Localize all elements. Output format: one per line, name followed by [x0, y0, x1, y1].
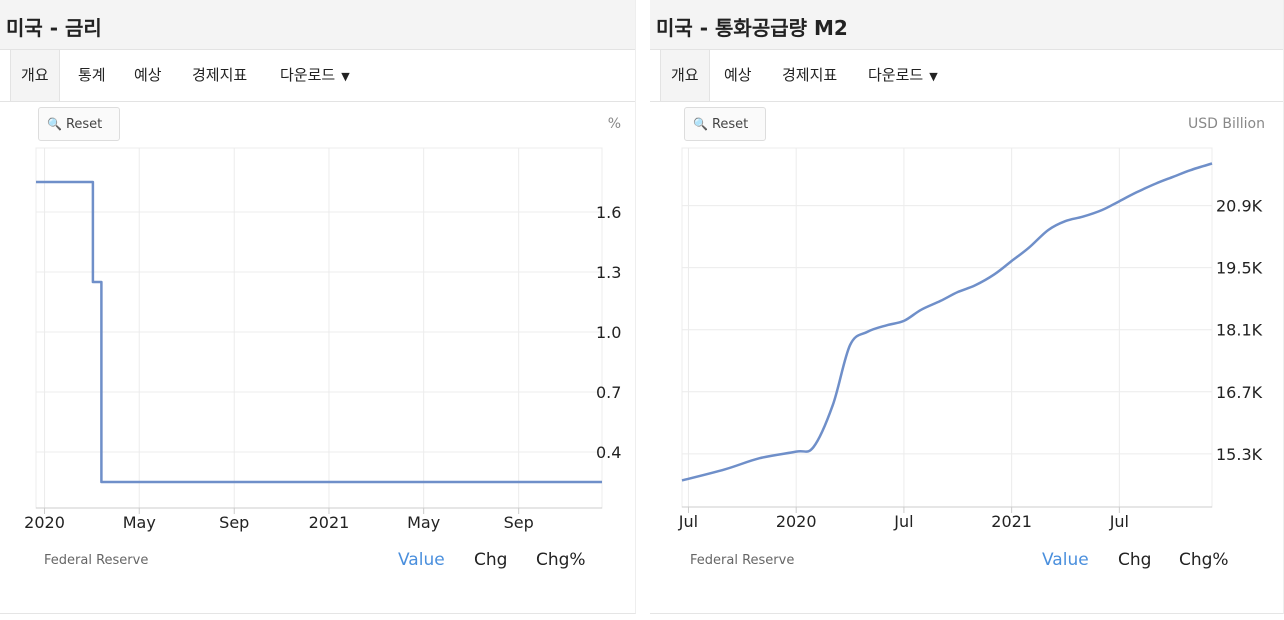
x-tick-label: Jul [1109, 512, 1129, 531]
x-tick-label: 2021 [309, 513, 350, 532]
tab-bar: 개요 예상 경제지표 다운로드 ▼ [650, 50, 1283, 102]
mode-change-percent-button[interactable]: Chg% [1179, 550, 1229, 570]
tab-download[interactable]: 다운로드 ▼ [858, 50, 948, 101]
interest-rate-panel: 미국 - 금리 개요 통계 예상 경제지표 다운로드 ▼ 🔍 Reset % 0.4… [0, 0, 636, 614]
y-tick-label: 0.4 [596, 443, 621, 462]
panel-header: 미국 - 금리 [0, 0, 635, 50]
reset-label: Reset [711, 117, 749, 132]
mode-value-button[interactable]: Value [398, 550, 445, 570]
series-line [36, 180, 602, 484]
y-tick-label: 0.7 [596, 383, 621, 402]
tab-overview[interactable]: 개요 [10, 50, 60, 101]
y-tick-label: 1.6 [596, 203, 621, 222]
tab-download-label: 다운로드 [868, 66, 924, 84]
tab-indicators[interactable]: 경제지표 [782, 66, 838, 84]
panel-title: 미국 - 금리 [6, 16, 102, 40]
source-label: Federal Reserve [690, 553, 795, 568]
plot-area [35, 147, 603, 509]
y-tick-label: 20.9K [1216, 197, 1263, 216]
tab-forecast[interactable]: 예상 [134, 66, 162, 84]
plot-area [681, 147, 1213, 508]
y-tick-label: 1.0 [596, 323, 621, 342]
mode-value-button[interactable]: Value [1042, 550, 1089, 570]
y-tick-label: 16.7K [1216, 383, 1263, 402]
x-tick-label: 2020 [776, 512, 817, 531]
series-line [681, 162, 1213, 482]
unit-label: USD Billion [1188, 116, 1265, 132]
mode-change-button[interactable]: Chg [474, 550, 508, 570]
x-tick-label: May [407, 513, 440, 532]
tab-overview[interactable]: 개요 [660, 50, 710, 101]
tab-indicators[interactable]: 경제지표 [192, 66, 248, 84]
x-tick-label: 2021 [991, 512, 1032, 531]
x-tick-label: Sep [219, 513, 249, 532]
magnifier-icon: 🔍 [693, 117, 708, 131]
caret-down-icon: ▼ [341, 70, 350, 83]
money-supply-chart[interactable]: 15.3K 16.7K 18.1K 19.5K 20.9K Jul 2020 Jul 2021 J… [650, 0, 1284, 540]
x-tick-label: Jul [678, 512, 698, 531]
y-tick-label: 15.3K [1216, 445, 1263, 464]
mode-change-button[interactable]: Chg [1118, 550, 1152, 570]
source-label: Federal Reserve [44, 553, 149, 568]
magnifier-icon: 🔍 [47, 117, 62, 131]
y-tick-label: 19.5K [1216, 259, 1263, 278]
x-tick-label: May [123, 513, 156, 532]
reset-label: Reset [65, 117, 103, 132]
tab-download-label: 다운로드 [280, 66, 336, 84]
y-tick-label: 18.1K [1216, 321, 1263, 340]
reset-zoom-button[interactable]: 🔍 Reset [684, 107, 766, 141]
x-tick-label: Jul [893, 512, 913, 531]
caret-down-icon: ▼ [929, 70, 938, 83]
interest-rate-chart[interactable]: 0.4 0.7 1.0 1.3 1.6 2020 May Sep 2021 May Sep [0, 0, 636, 540]
panel-header: 미국 - 통화공급량 M2 [650, 0, 1283, 50]
reset-zoom-button[interactable]: 🔍 Reset [38, 107, 120, 141]
tab-download[interactable]: 다운로드 ▼ [270, 50, 360, 101]
tab-statistics[interactable]: 통계 [78, 66, 106, 84]
x-tick-label: 2020 [24, 513, 65, 532]
mode-change-percent-button[interactable]: Chg% [536, 550, 586, 570]
tab-forecast[interactable]: 예상 [724, 66, 752, 84]
tab-bar: 개요 통계 예상 경제지표 다운로드 ▼ [0, 50, 635, 102]
y-tick-label: 1.3 [596, 263, 621, 282]
unit-label: % [607, 116, 621, 132]
panel-title: 미국 - 통화공급량 M2 [656, 16, 848, 40]
x-tick-label: Sep [504, 513, 534, 532]
money-supply-panel: 미국 - 통화공급량 M2 개요 예상 경제지표 다운로드 ▼ 🔍 Reset US… [650, 0, 1284, 614]
